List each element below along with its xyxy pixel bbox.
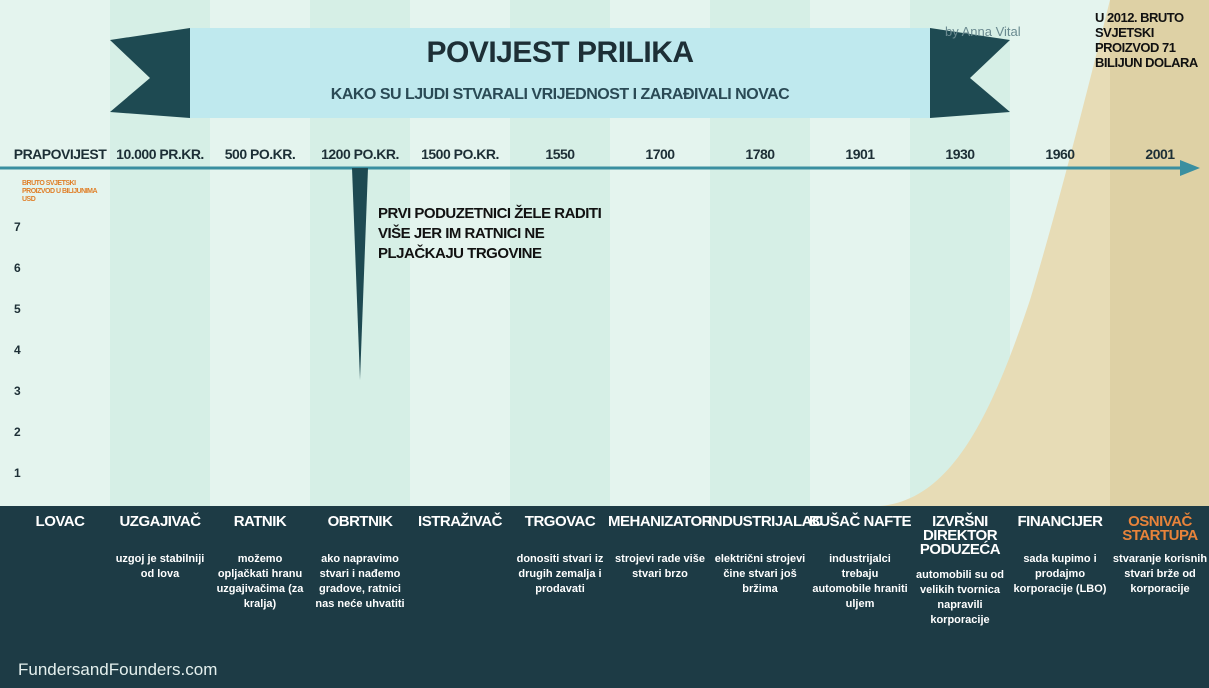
era-description: uzgoj je stabilniji od lova: [112, 552, 208, 582]
era-date: 1200 PO.KR.: [310, 146, 410, 162]
era-role: LOVAC: [8, 515, 112, 529]
axis-tick: 5: [14, 302, 20, 316]
title: POVIJEST PRILIKA: [190, 36, 930, 70]
era-description: stvaranje korisnih stvari brže od korpor…: [1112, 552, 1208, 597]
era-role: IZVRŠNI DIREKTOR PODUZEĆA: [908, 515, 1012, 557]
era-description: industrijalci trebaju automobile hraniti…: [812, 552, 908, 612]
era-role: OSNIVAČ STARTUPA: [1108, 515, 1209, 543]
note: U 2012. BRUTO SVJETSKI PROIZVOD 71 BILIJ…: [1095, 10, 1205, 70]
era-role: OBRTNIK: [308, 515, 412, 529]
axis-tick: 1: [14, 466, 20, 480]
era-description: ako napravimo stvari i nađemo gradove, r…: [312, 552, 408, 612]
era-date: 1700: [610, 146, 710, 162]
era-description: električni strojevi čine stvari još brži…: [712, 552, 808, 597]
era-date: 1780: [710, 146, 810, 162]
axis-tick: 3: [14, 384, 20, 398]
axis-label: BRUTO SVJETSKI PROIZVOD U BILIJUNIMA USD: [22, 180, 102, 204]
axis-tick: 7: [14, 220, 20, 234]
subtitle: KAKO SU LJUDI STVARALI VRIJEDNOST I ZARA…: [190, 86, 930, 104]
era-role: ISTRAŽIVAČ: [408, 515, 512, 529]
era-role: FINANCIJER: [1008, 515, 1112, 529]
credit: by Anna Vital: [945, 24, 1021, 39]
era-date: 10.000 PR.KR.: [110, 146, 210, 162]
era-description: donositi stvari iz drugih zemalja i prod…: [512, 552, 608, 597]
infographic: POVIJEST PRILIKA KAKO SU LJUDI STVARALI …: [0, 0, 1209, 688]
era-date: 2001: [1110, 146, 1209, 162]
era-role: UZGAJIVAČ: [108, 515, 212, 529]
axis-tick: 4: [14, 343, 20, 357]
axis-tick: 6: [14, 261, 20, 275]
annotation: PRVI PODUZETNICI ŽELE RADITI VIŠE JER IM…: [378, 204, 628, 264]
era-description: možemo opljačkati hranu uzgajivačima (za…: [212, 552, 308, 612]
era-role: BUŠAČ NAFTE: [808, 515, 912, 529]
era-description: automobili su od velikih tvornica naprav…: [912, 568, 1008, 628]
era-description: strojevi rade više stvari brzo: [612, 552, 708, 582]
era-role: MEHANIZATOR: [608, 515, 712, 529]
era-date: 1500 PO.KR.: [410, 146, 510, 162]
era-date: 1550: [510, 146, 610, 162]
era-role: TRGOVAC: [508, 515, 612, 529]
era-date: 1960: [1010, 146, 1110, 162]
era-role: RATNIK: [208, 515, 312, 529]
era-date: 500 PO.KR.: [210, 146, 310, 162]
era-role: INDUSTRIJALAC: [708, 515, 812, 529]
era-date: 1901: [810, 146, 910, 162]
era-date: PRAPOVIJEST: [10, 146, 110, 162]
footer: FundersandFounders.com: [18, 660, 217, 680]
era-description: sada kupimo i prodajmo korporacije (LBO): [1012, 552, 1108, 597]
axis-tick: 2: [14, 425, 20, 439]
era-date: 1930: [910, 146, 1010, 162]
